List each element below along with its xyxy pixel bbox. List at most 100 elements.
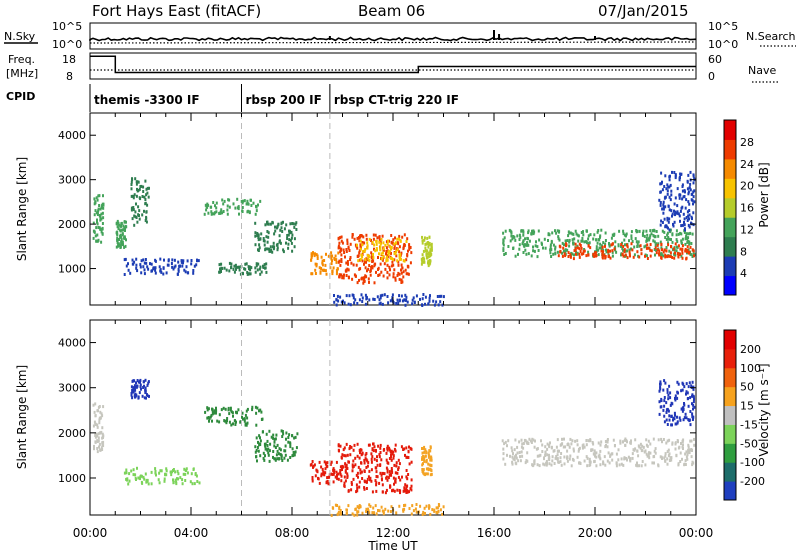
data-cell [93, 213, 96, 217]
data-cell [608, 255, 610, 259]
data-cell [357, 254, 360, 258]
data-cell [429, 458, 432, 462]
data-cell [96, 425, 99, 429]
data-cell [559, 460, 562, 464]
data-cell [99, 416, 102, 420]
data-cell [669, 198, 672, 202]
data-cell [96, 450, 99, 454]
data-cell [620, 243, 623, 246]
data-cell [396, 237, 399, 241]
data-cell [130, 194, 133, 198]
data-cell [692, 181, 695, 185]
data-cell [98, 421, 101, 425]
data-cell [101, 432, 104, 436]
data-cell [269, 249, 272, 253]
data-cell [177, 269, 180, 273]
data-cell [511, 455, 514, 459]
data-cell [373, 445, 376, 449]
data-cell [365, 233, 368, 237]
data-cell [135, 384, 138, 388]
data-cell [375, 449, 377, 453]
data-cell [352, 477, 355, 481]
data-cell [669, 403, 672, 407]
data-cell [628, 239, 630, 243]
data-cell [276, 248, 279, 252]
data-cell [392, 488, 395, 492]
data-cell [133, 386, 136, 390]
data-cell [358, 480, 361, 484]
data-cell [345, 466, 348, 470]
cpid-segment-label: themis -3300 IF [94, 93, 200, 107]
data-cell [353, 513, 356, 517]
data-cell [690, 439, 693, 443]
data-cell [587, 237, 590, 241]
data-cell [568, 445, 571, 449]
data-cell [405, 485, 408, 489]
data-cell [94, 234, 97, 238]
data-cell [572, 242, 575, 246]
data-cell [325, 272, 328, 276]
data-cell [649, 254, 652, 258]
data-cell [339, 236, 342, 240]
data-cell [182, 472, 185, 476]
data-cell [352, 263, 355, 267]
data-cell [535, 240, 537, 244]
data-cell [135, 182, 138, 186]
data-cell [394, 477, 397, 481]
data-cell [662, 207, 665, 211]
nsky-tick-top: 10^5 [52, 20, 82, 33]
data-cell [403, 507, 406, 511]
data-cell [609, 453, 612, 457]
data-cell [351, 233, 354, 237]
data-cell [650, 249, 653, 253]
data-cell [534, 244, 537, 248]
data-cell [602, 241, 605, 245]
data-cell [266, 444, 269, 447]
data-cell [331, 269, 334, 273]
data-cell [269, 442, 272, 446]
data-cell [421, 451, 424, 455]
data-cell [353, 237, 356, 241]
data-cell [583, 459, 586, 463]
data-cell [273, 437, 276, 441]
data-cell [119, 244, 122, 248]
data-cell [390, 453, 392, 457]
data-cell [275, 433, 278, 437]
data-cell [393, 463, 396, 467]
data-cell [143, 384, 145, 388]
data-cell [379, 471, 382, 475]
data-cell [675, 211, 678, 215]
data-cell [679, 231, 682, 235]
data-cell [674, 213, 677, 216]
data-cell [390, 251, 392, 255]
data-cell [97, 439, 100, 443]
data-cell [310, 252, 313, 256]
data-cell [384, 243, 387, 247]
data-cell [213, 409, 216, 413]
data-cell [427, 302, 430, 306]
data-cell [226, 208, 229, 212]
data-cell [259, 272, 262, 276]
data-cell [401, 475, 403, 479]
data-cell [245, 262, 248, 266]
data-cell [682, 212, 685, 216]
data-cell [386, 470, 389, 474]
data-cell [623, 243, 626, 247]
data-cell [375, 512, 378, 516]
data-cell [267, 231, 270, 235]
data-cell [373, 264, 376, 268]
data-cell [290, 241, 293, 245]
data-cell [587, 439, 590, 443]
data-cell [528, 437, 531, 441]
data-cell [671, 442, 674, 446]
data-cell [337, 443, 340, 447]
data-cell [329, 266, 332, 270]
data-cell [254, 234, 257, 238]
data-cell [520, 438, 523, 442]
data-cell [691, 232, 694, 236]
data-cell [534, 439, 536, 443]
data-cell [638, 229, 641, 233]
data-cell [215, 210, 218, 214]
data-cell [406, 300, 409, 304]
data-cell [211, 412, 214, 416]
